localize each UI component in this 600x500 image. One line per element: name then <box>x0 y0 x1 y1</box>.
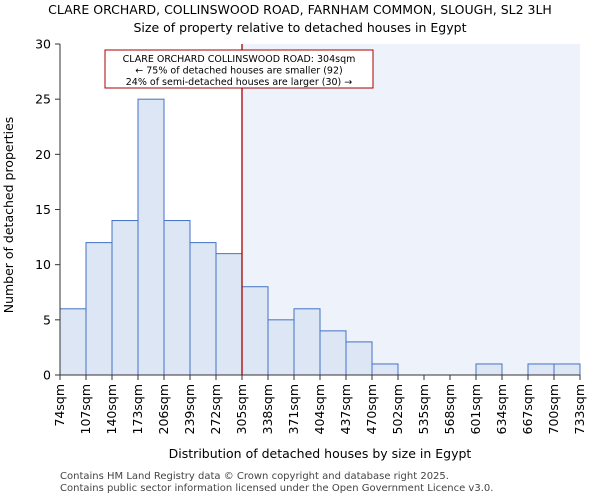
x-tick-label: 470sqm <box>364 384 379 434</box>
bar <box>371 363 399 376</box>
x-tick-label: 338sqm <box>260 384 275 434</box>
x-tick-label: 206sqm <box>156 384 171 434</box>
y-tick-label: 25 <box>35 92 51 107</box>
annotation-line-3: 24% of semi-detached houses are larger (… <box>126 77 353 88</box>
x-tick-label: 535sqm <box>416 384 431 434</box>
bar <box>215 253 243 376</box>
bar <box>319 330 347 376</box>
y-tick-label: 20 <box>35 147 51 162</box>
x-tick-label: 700sqm <box>546 384 561 434</box>
bar <box>241 286 269 376</box>
chart-title: CLARE ORCHARD, COLLINSWOOD ROAD, FARNHAM… <box>48 2 552 17</box>
x-tick-label: 371sqm <box>286 384 301 434</box>
x-tick-label: 634sqm <box>494 384 509 434</box>
y-tick-label: 30 <box>35 37 51 52</box>
y-tick-label: 0 <box>43 368 51 383</box>
bar <box>189 242 217 376</box>
bar <box>85 242 113 376</box>
x-tick-label: 272sqm <box>208 384 223 434</box>
bar <box>553 363 581 376</box>
annotation-line-1: CLARE ORCHARD COLLINSWOOD ROAD: 304sqm <box>123 54 356 65</box>
x-tick-label: 667sqm <box>520 384 535 434</box>
y-tick-label: 15 <box>35 202 51 217</box>
annotation-line-2: ← 75% of detached houses are smaller (92… <box>135 66 342 77</box>
footer-line-1: Contains HM Land Registry data © Crown c… <box>60 471 449 482</box>
x-tick-label: 404sqm <box>312 384 327 434</box>
x-tick-label: 173sqm <box>130 384 145 434</box>
x-tick-label: 140sqm <box>104 384 119 434</box>
y-axis-label: Number of detached properties <box>1 117 16 314</box>
bar <box>267 319 295 376</box>
x-tick-label: 502sqm <box>390 384 405 434</box>
x-tick-label: 305sqm <box>234 384 249 434</box>
x-tick-label: 107sqm <box>78 384 93 434</box>
plot-area: 0 5 10 15 20 25 30 74sqm 107sqm 140sqm 173sqm 206sq… <box>35 37 587 435</box>
bar <box>163 220 191 376</box>
bar <box>111 220 139 376</box>
x-tick-label: 601sqm <box>468 384 483 434</box>
bar <box>527 363 555 376</box>
bar <box>59 308 87 376</box>
bar <box>345 341 373 376</box>
x-tick-label: 437sqm <box>338 384 353 434</box>
x-tick-label: 568sqm <box>442 384 457 434</box>
x-tick-label: 239sqm <box>182 384 197 434</box>
x-tick-label: 733sqm <box>572 384 587 434</box>
bar <box>137 98 165 376</box>
y-tick-label: 5 <box>43 312 51 327</box>
y-tick-label: 10 <box>35 257 51 272</box>
chart-subtitle: Size of property relative to detached ho… <box>134 20 467 35</box>
x-axis-label: Distribution of detached houses by size … <box>169 446 472 461</box>
annotation-box <box>104 49 374 89</box>
bar <box>475 363 503 376</box>
bar <box>293 308 321 376</box>
x-tick-label: 74sqm <box>52 384 67 427</box>
footer-line-2: Contains public sector information licen… <box>60 483 494 494</box>
